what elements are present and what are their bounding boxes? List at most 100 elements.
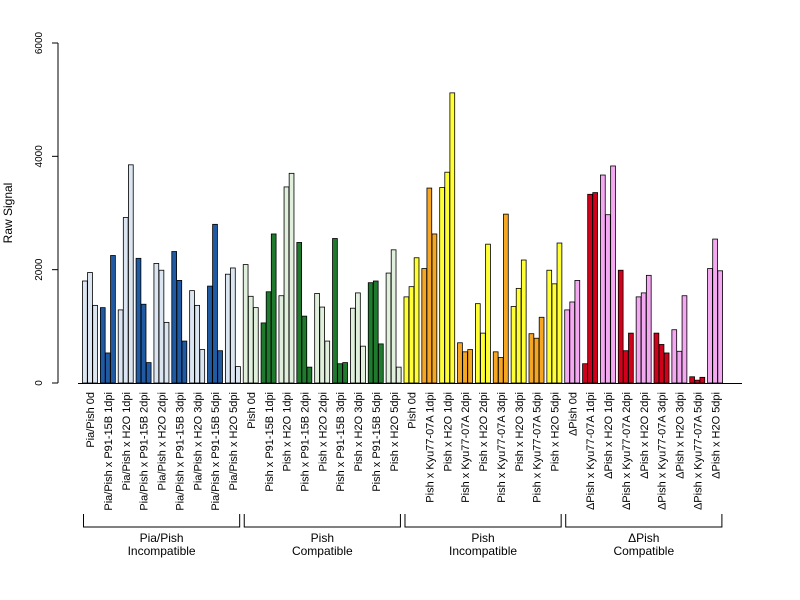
category-label: Pish x H2O 3dpi [514, 392, 526, 471]
bar [426, 187, 433, 384]
bar [717, 270, 723, 384]
group-bracket [565, 514, 723, 528]
category-label: Pish x Kyu77-07A 1dpi [424, 392, 436, 503]
bar [378, 343, 384, 384]
bar [462, 351, 468, 384]
category-label: Pish x P91-15B 5dpi [371, 392, 383, 492]
bar [110, 255, 116, 384]
bar [528, 333, 535, 384]
bar [694, 379, 701, 384]
y-axis: 0 2000 4000 6000 [34, 31, 59, 386]
category-label: ΔPish x H2O 2dpi [639, 392, 651, 479]
bar [181, 340, 188, 384]
bar [510, 306, 517, 384]
bar [574, 280, 581, 384]
category-label: Pia/Pish 0d [85, 392, 97, 448]
category-label: Pish 0d [407, 392, 419, 429]
bar [587, 193, 593, 384]
bar [105, 352, 111, 384]
bar [663, 352, 670, 384]
bar [265, 291, 272, 384]
bar [492, 351, 499, 384]
category-label: ΔPish x H2O 5dpi [710, 392, 722, 479]
category-label: ΔPish x Kyu77-07A 3dpi [657, 392, 669, 510]
bar [342, 362, 348, 384]
category-labels: Pia/Pish 0d Pia/Pish x P91-15B 1dpi Pia/Pi… [85, 392, 722, 511]
group-label-line2: Compatible [292, 544, 353, 558]
bar [395, 366, 402, 384]
category-label: Pia/Pish x P91-15B 5dpi [210, 392, 222, 511]
group-bracket [243, 514, 401, 528]
category-label: ΔPish x H2O 1dpi [603, 392, 615, 479]
bar [306, 366, 313, 384]
bar [467, 349, 473, 384]
bar [408, 286, 415, 384]
bar [556, 242, 563, 384]
bar [712, 238, 718, 384]
category-label: Pia/Pish x H2O 3dpi [192, 392, 204, 490]
bars [82, 92, 723, 384]
bar [707, 268, 713, 384]
category-label: Pish x P91-15B 3dpi [335, 392, 347, 492]
bar [569, 301, 576, 384]
bar [212, 223, 218, 384]
bar [324, 340, 331, 384]
group-label-line1: Pish [471, 531, 494, 545]
bar [503, 213, 509, 384]
bar [349, 307, 356, 384]
y-tick-label: 6000 [34, 31, 45, 54]
bar [260, 322, 267, 384]
bar [551, 283, 558, 384]
bar [681, 295, 688, 384]
group-label-line1: ΔPish [628, 531, 659, 545]
category-label: Pish x H2O 2dpi [478, 392, 490, 471]
category-label: ΔPish x Kyu77-07A 1dpi [585, 392, 597, 510]
bar [163, 321, 170, 384]
bar [99, 307, 106, 384]
bar [296, 242, 303, 384]
bar [592, 192, 598, 384]
bar [617, 269, 624, 384]
bar [485, 243, 491, 384]
category-label: Pia/Pish x P91-15B 1dpi [103, 392, 115, 511]
bar [332, 238, 338, 384]
bar [538, 316, 545, 384]
category-label: Pish x H2O 5dpi [389, 392, 401, 471]
bar [194, 304, 200, 384]
bar [176, 280, 183, 384]
bar [337, 363, 343, 384]
group-brackets: Pia/PishIncompatiblePishCompatiblePishIn… [83, 514, 723, 558]
bar [230, 267, 236, 384]
category-label: Pish x H2O 5dpi [550, 392, 562, 471]
bar [564, 309, 570, 384]
category-label: Pia/Pish x P91-15B 2dpi [139, 392, 151, 511]
bar [117, 309, 124, 384]
bar [658, 344, 665, 384]
bar [135, 257, 142, 384]
bar [367, 282, 374, 384]
bar [390, 249, 397, 384]
bar [82, 280, 88, 384]
bar [475, 303, 481, 384]
bar [224, 273, 231, 384]
category-label: Pish x H2O 1dpi [442, 392, 454, 471]
bar [600, 174, 606, 384]
bar [582, 363, 588, 384]
category-label: Pish x Kyu77-07A 3dpi [496, 392, 508, 503]
bar [449, 92, 456, 384]
category-label: Pish x P91-15B 2dpi [299, 392, 311, 492]
category-label: ΔPish x H2O 3dpi [675, 392, 687, 479]
bar [605, 214, 611, 384]
category-label: Pish x P91-15B 1dpi [264, 392, 276, 492]
bar [689, 376, 695, 384]
category-label: Pish x H2O 2dpi [317, 392, 329, 471]
bar [153, 263, 160, 384]
bar [533, 337, 540, 384]
group-label-line2: Incompatible [128, 544, 196, 558]
bar [270, 233, 277, 384]
bar [253, 307, 259, 384]
bar [457, 342, 463, 384]
bar [671, 329, 678, 384]
bar [355, 292, 361, 384]
